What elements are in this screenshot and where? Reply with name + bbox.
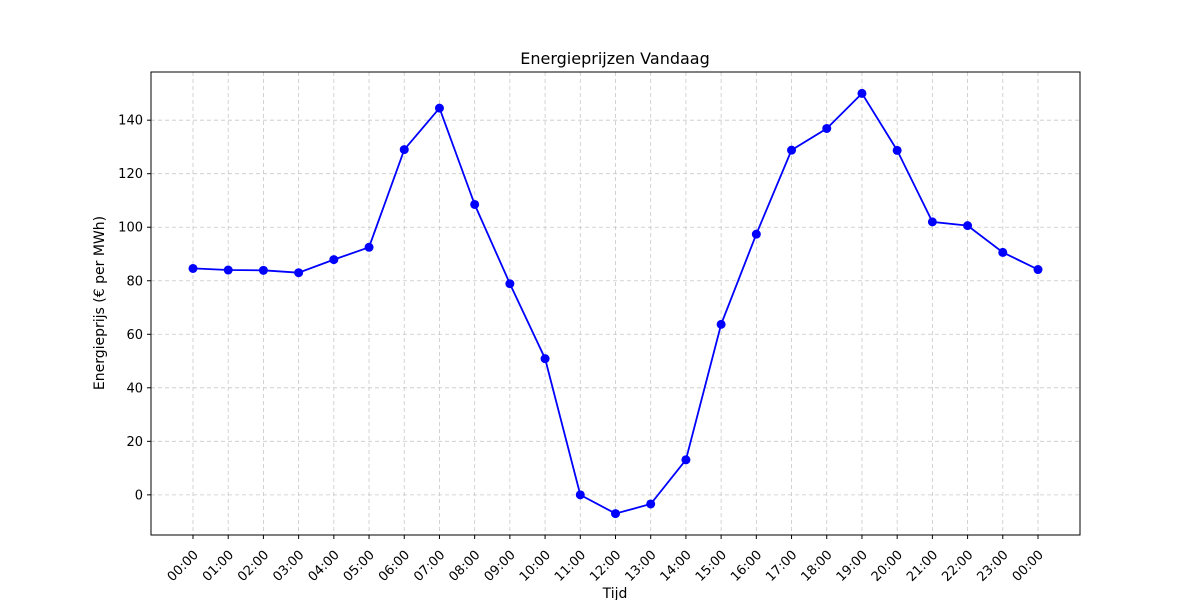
x-tick-label: 22:00 — [939, 548, 976, 585]
data-point — [822, 123, 832, 133]
data-point — [505, 279, 515, 289]
data-point — [258, 265, 268, 275]
data-point — [646, 499, 656, 509]
data-point — [223, 265, 233, 275]
x-tick-label: 04:00 — [306, 548, 343, 585]
chart-title: Energieprijzen Vandaag — [520, 49, 710, 68]
data-point — [716, 319, 726, 329]
x-tick-label: 23:00 — [975, 548, 1012, 585]
x-tick-label: 16:00 — [728, 548, 765, 585]
x-tick-label: 02:00 — [235, 548, 272, 585]
x-tick-label: 18:00 — [798, 548, 835, 585]
y-tick-label: 40 — [126, 381, 143, 396]
data-point — [294, 268, 304, 278]
series-price — [188, 88, 1043, 519]
y-axis-label: Energieprijs (€ per MWh) — [92, 216, 108, 390]
x-tick-label: 01:00 — [200, 548, 237, 585]
x-tick-label: 10:00 — [517, 548, 554, 585]
data-point — [787, 145, 797, 155]
y-tick-label: 140 — [118, 114, 143, 129]
x-tick-label: 15:00 — [693, 548, 730, 585]
data-point — [540, 354, 550, 364]
data-point — [188, 263, 198, 273]
x-tick-label: 00:00 — [165, 548, 202, 585]
x-axis-ticks: 00:0001:0002:0003:0004:0005:0006:0007:00… — [165, 535, 1047, 585]
data-point — [611, 509, 620, 519]
x-tick-label: 06:00 — [376, 548, 413, 585]
data-point — [329, 255, 339, 265]
x-axis-label: Tijd — [602, 586, 628, 600]
data-point — [434, 103, 444, 113]
y-tick-label: 120 — [118, 167, 143, 182]
x-tick-label: 19:00 — [834, 548, 871, 585]
data-point — [927, 217, 937, 227]
y-tick-label: 20 — [126, 435, 143, 450]
data-point — [1033, 265, 1043, 275]
data-point — [857, 88, 867, 98]
y-tick-label: 100 — [118, 221, 143, 236]
data-point — [575, 490, 585, 500]
x-tick-label: 11:00 — [552, 548, 589, 585]
data-point — [399, 145, 409, 155]
data-point — [364, 242, 374, 252]
x-tick-label: 21:00 — [904, 548, 941, 585]
y-tick-label: 0 — [135, 488, 143, 503]
x-tick-label: 17:00 — [763, 548, 800, 585]
grid-lines — [151, 72, 1080, 535]
data-point — [681, 455, 691, 465]
data-point — [892, 145, 902, 155]
x-tick-label: 08:00 — [446, 548, 483, 585]
x-tick-label: 09:00 — [482, 548, 519, 585]
y-tick-label: 80 — [126, 274, 143, 289]
data-point — [998, 247, 1008, 257]
x-tick-label: 03:00 — [270, 548, 307, 585]
x-tick-label: 05:00 — [341, 548, 378, 585]
x-tick-label: 07:00 — [411, 548, 448, 585]
x-tick-label: 12:00 — [587, 548, 624, 585]
x-tick-label: 13:00 — [622, 548, 659, 585]
y-tick-label: 60 — [126, 328, 143, 343]
x-tick-label: 14:00 — [658, 548, 695, 585]
x-tick-label: 00:00 — [1010, 548, 1047, 585]
data-point — [751, 229, 761, 239]
data-point — [963, 221, 973, 231]
data-point — [470, 199, 480, 209]
x-tick-label: 20:00 — [869, 548, 906, 585]
y-axis-ticks: 0 20 40 60 80 100 120 140 — [118, 114, 151, 503]
